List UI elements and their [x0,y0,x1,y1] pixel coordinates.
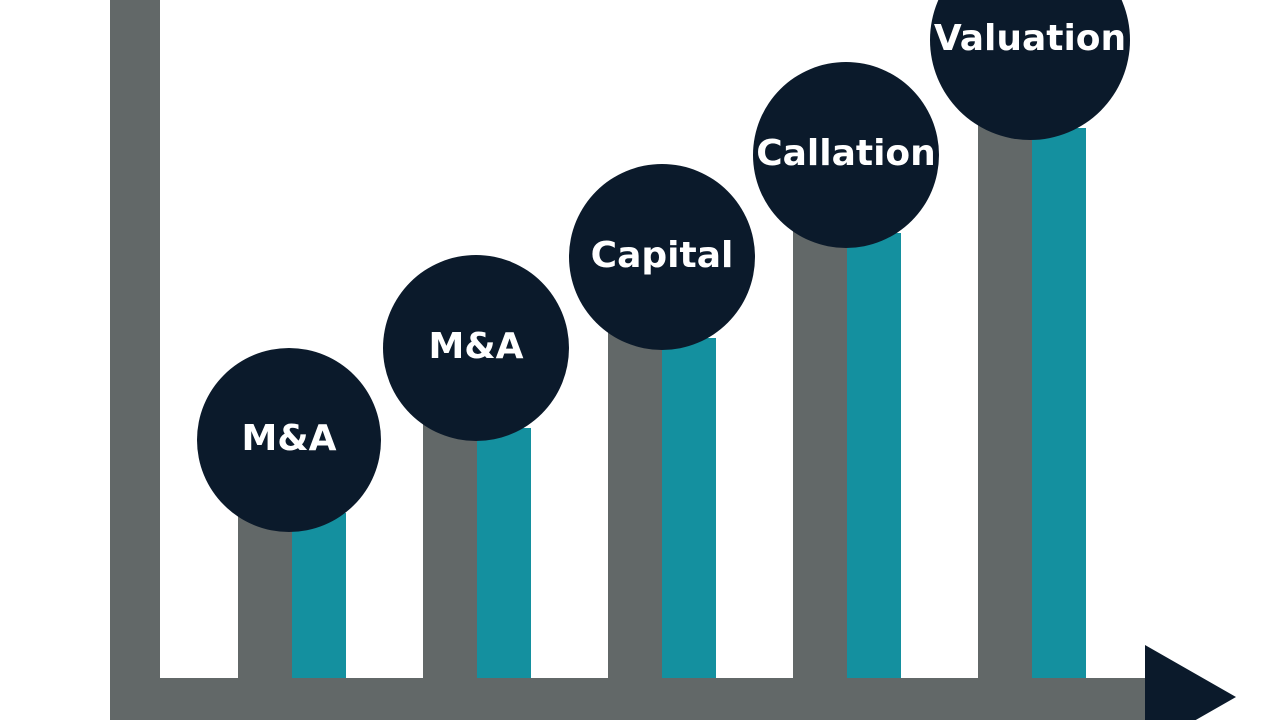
axis-arrow [1145,645,1236,720]
step-circle [569,164,755,350]
step-label: M&A [428,326,523,367]
step-circle [753,62,939,248]
horizontal-axis [110,678,1160,720]
step-label: Capital [591,235,734,276]
teal-bar [847,233,901,690]
step-circle [197,348,381,532]
step-label: Callation [756,133,936,174]
vertical-axis [110,0,160,720]
step-circle [383,255,569,441]
gray-bar [423,420,477,690]
bars [238,120,1086,690]
teal-bar [662,338,716,690]
gray-bar [978,120,1032,690]
step-label: M&A [241,418,336,459]
step-label: Valuation [934,18,1126,59]
nodes: M&A M&A Capital Callation Valuation [197,0,1130,532]
step-circle [930,0,1130,140]
teal-bar [477,428,531,690]
gray-bar [608,330,662,690]
gray-bar [793,225,847,690]
gray-bar [238,505,292,690]
teal-bar [292,513,346,690]
teal-bar [1032,128,1086,690]
